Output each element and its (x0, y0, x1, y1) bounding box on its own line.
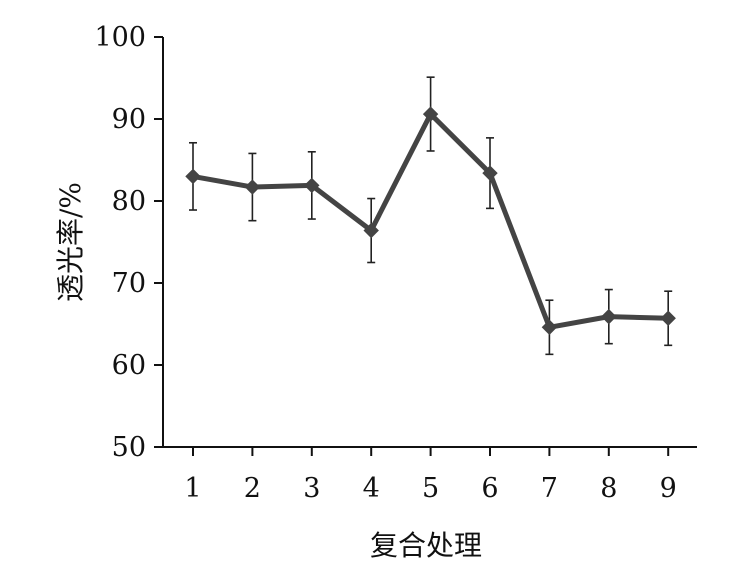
y-tick-label: 100 (94, 22, 146, 53)
x-tick-label: 9 (660, 473, 677, 504)
axes (154, 36, 697, 456)
x-tick-label: 8 (600, 473, 617, 504)
data-point (541, 319, 558, 335)
data-point (185, 168, 201, 185)
data-point (244, 179, 261, 195)
data-point (601, 308, 617, 325)
x-tick-label: 1 (184, 473, 201, 504)
x-axis-title: 复合处理 (370, 529, 482, 562)
data-point (304, 177, 320, 194)
x-tick-label: 7 (541, 473, 558, 504)
data-series (185, 106, 676, 335)
y-tick-label: 60 (112, 350, 146, 381)
x-tick-label: 4 (363, 473, 380, 504)
x-tick-label: 6 (481, 473, 498, 504)
data-point (422, 106, 439, 122)
y-tick-label: 70 (112, 268, 146, 299)
data-point (660, 310, 676, 326)
y-axis-title: 透光率/% (54, 182, 87, 302)
tick-labels: 50 60 70 80 90 100 1 2 3 4 5 6 7 8 9 (94, 22, 676, 504)
data-point (363, 222, 379, 239)
y-tick-label: 80 (112, 186, 146, 217)
data-point (482, 165, 498, 181)
x-tick-label: 3 (303, 473, 320, 504)
y-tick-label: 90 (112, 104, 146, 135)
y-tick-label: 50 (112, 432, 146, 463)
x-tick-label: 2 (244, 473, 261, 504)
x-tick-label: 5 (422, 473, 439, 504)
